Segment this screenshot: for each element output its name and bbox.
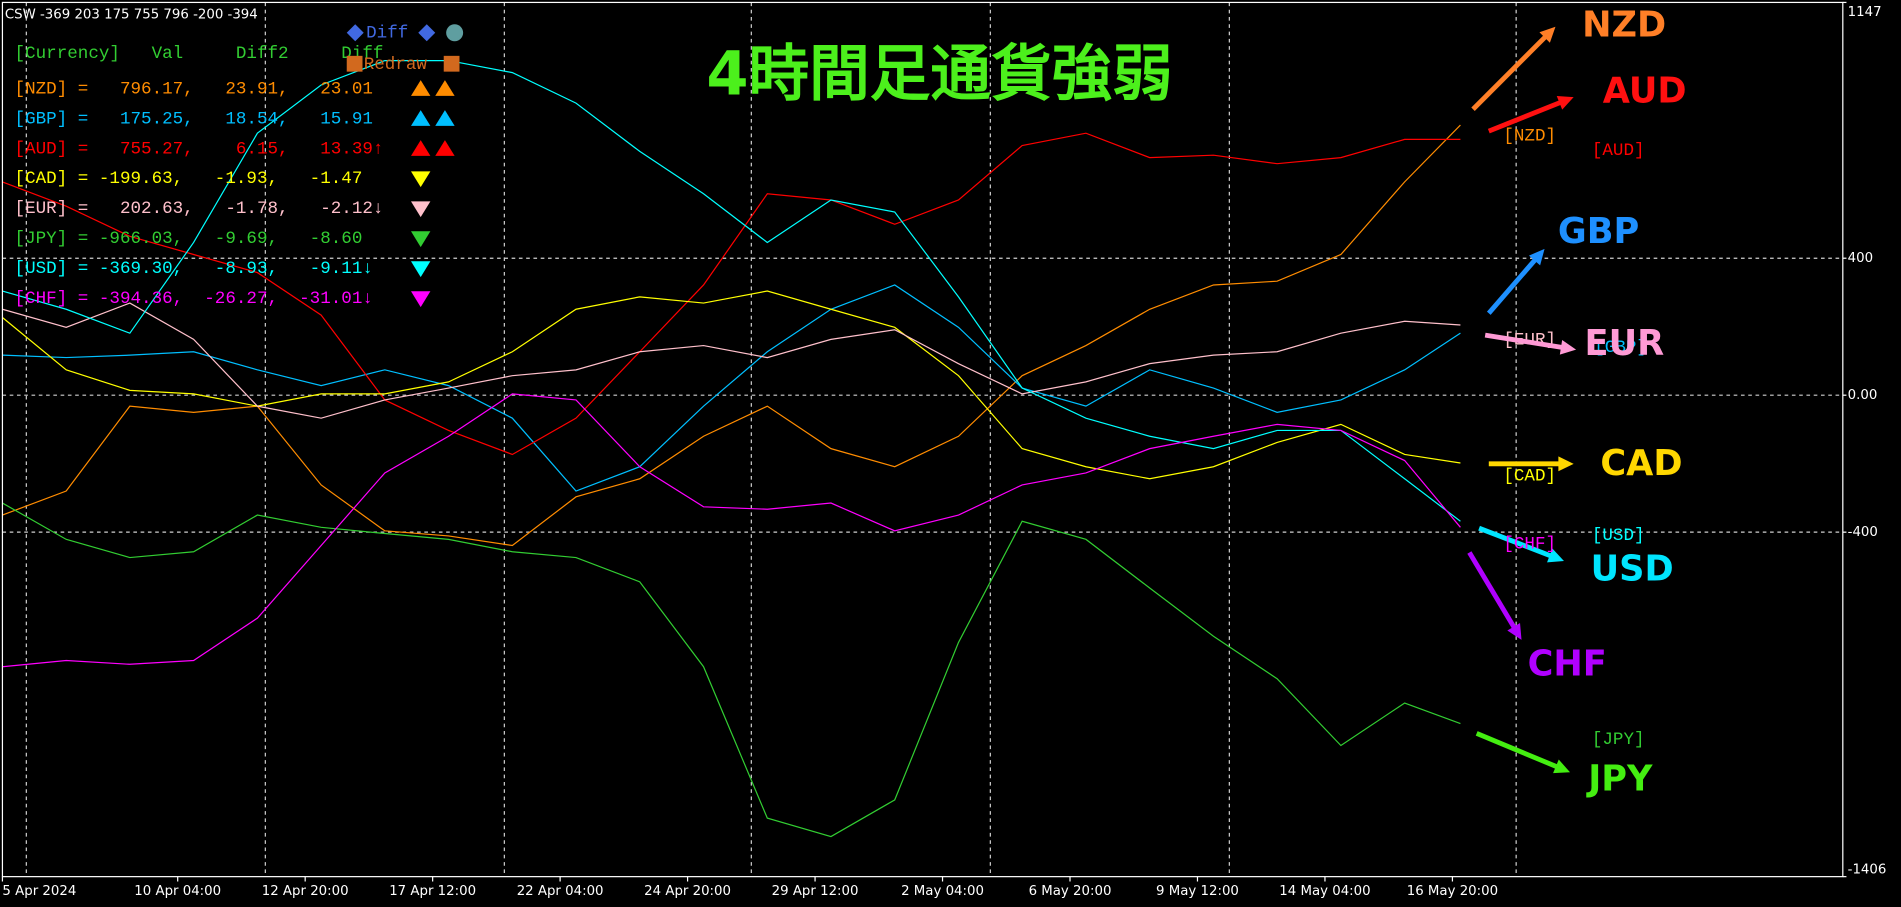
- chart-title: 4時間足通貨強弱: [706, 39, 1172, 109]
- plot-frame: [1, 1, 1844, 878]
- table-row: [AUD] = 755.27, 6.15, 13.39↑: [15, 139, 384, 159]
- series-label: CAD: [1600, 443, 1682, 484]
- arrow-head: [1547, 548, 1564, 563]
- arrow-head: [1556, 95, 1574, 110]
- y-tick-label: 400: [1848, 251, 1873, 266]
- trend-icon: [410, 291, 431, 308]
- arrow-shaft: [1478, 525, 1556, 560]
- x-tick-label: 12 Apr 20:00: [262, 884, 349, 899]
- arrow-head: [1559, 339, 1577, 355]
- x-tick-label: 16 May 20:00: [1407, 884, 1498, 899]
- series-label: EUR: [1585, 323, 1665, 364]
- series-line: [2, 132, 1461, 456]
- x-tick-label: 14 May 04:00: [1279, 884, 1370, 899]
- x-tick-label: 2 May 04:00: [901, 884, 984, 899]
- table-row: [GBP] = 175.25, 18.54, 15.91: [15, 109, 373, 129]
- arrow-head: [1539, 26, 1556, 43]
- diff-button[interactable]: Diff: [366, 23, 408, 43]
- x-tick-label: 5 Apr 2024: [2, 884, 76, 899]
- button-icon: [443, 55, 460, 72]
- series-label: GBP: [1558, 211, 1639, 252]
- button-icon: [346, 24, 364, 42]
- series-label: CHF: [1528, 643, 1607, 684]
- table-row: [JPY] = -966.03, -9.69, -8.60: [15, 229, 363, 249]
- trend-icon: [410, 80, 431, 96]
- trend-icon: [410, 110, 431, 126]
- series-line: [2, 284, 1461, 492]
- arrow-head: [1528, 248, 1545, 266]
- trend-icon: [410, 171, 431, 188]
- trend-icon: [410, 261, 431, 278]
- series-tag: [GBP]: [1594, 338, 1647, 358]
- y-tick-label: 0.00: [1848, 388, 1878, 403]
- trend-icon: [435, 110, 455, 126]
- y-tick-label: -1406: [1848, 862, 1887, 877]
- series-tag: [AUD]: [1592, 141, 1645, 161]
- arrow-head: [1558, 456, 1574, 472]
- series-line: [2, 302, 1461, 419]
- table-row: [USD] = -369.30, -8.93, -9.11↓: [15, 259, 373, 279]
- series-line: [2, 393, 1461, 668]
- table-header: [Currency] Val Diff2 Diff: [15, 44, 384, 64]
- series-tag: [NZD]: [1503, 127, 1556, 147]
- x-tick-label: 29 Apr 12:00: [772, 884, 859, 899]
- arrow-shaft: [1484, 332, 1567, 351]
- trend-icon: [435, 140, 455, 156]
- arrow-shaft: [1486, 254, 1541, 315]
- table-row: [CAD] = -199.63, -1.93, -1.47: [15, 169, 363, 189]
- arrow-shaft: [1471, 31, 1551, 111]
- series-line: [2, 124, 1461, 547]
- trend-icon: [410, 231, 431, 248]
- series-label: USD: [1591, 549, 1674, 590]
- redraw-button[interactable]: Redraw: [364, 55, 428, 75]
- x-tick-label: 6 May 20:00: [1029, 884, 1112, 899]
- grid: [2, 2, 1843, 877]
- button-icon: [346, 55, 363, 72]
- lines: [2, 59, 1461, 838]
- table-row: [EUR] = 202.63, -1.78, -2.12↓: [15, 199, 384, 219]
- trend-icon: [435, 80, 455, 96]
- trend-icon: [410, 201, 431, 218]
- x-tick-label: 24 Apr 20:00: [644, 884, 731, 899]
- table-row: [CHF] = -394.36, -26.27, -31.01↓: [15, 289, 373, 309]
- arrow-shaft: [1487, 98, 1566, 134]
- series-line: [2, 502, 1461, 838]
- button-icon: [446, 24, 464, 42]
- table-row: [NZD] = 796.17, 23.91, 23.01: [15, 79, 373, 99]
- series-tag: [USD]: [1592, 526, 1645, 546]
- arrow-shaft: [1475, 731, 1562, 771]
- series-label: JPY: [1586, 759, 1653, 800]
- x-tick-label: 17 Apr 12:00: [389, 884, 476, 899]
- arrow-shaft: [1467, 551, 1519, 633]
- x-tick-label: 9 May 12:00: [1156, 884, 1239, 899]
- y-tick-label: 1147: [1848, 5, 1882, 20]
- series-line: [2, 290, 1461, 480]
- arrow-head: [1553, 759, 1571, 774]
- series-label: NZD: [1582, 5, 1666, 46]
- series-label: AUD: [1603, 70, 1687, 111]
- y-tick-label: -400: [1848, 525, 1878, 540]
- series-tag: [JPY]: [1592, 730, 1645, 750]
- series-line: [2, 59, 1461, 522]
- arrow-head: [1507, 622, 1522, 640]
- series-tag: [CHF]: [1503, 535, 1556, 555]
- x-tick-label: 10 Apr 04:00: [134, 884, 221, 899]
- trend-icon: [410, 140, 431, 156]
- series-tag: [CAD]: [1503, 467, 1556, 487]
- header: CSW -369 203 175 755 796 -200 -394: [5, 8, 258, 23]
- x-tick-label: 22 Apr 04:00: [517, 884, 604, 899]
